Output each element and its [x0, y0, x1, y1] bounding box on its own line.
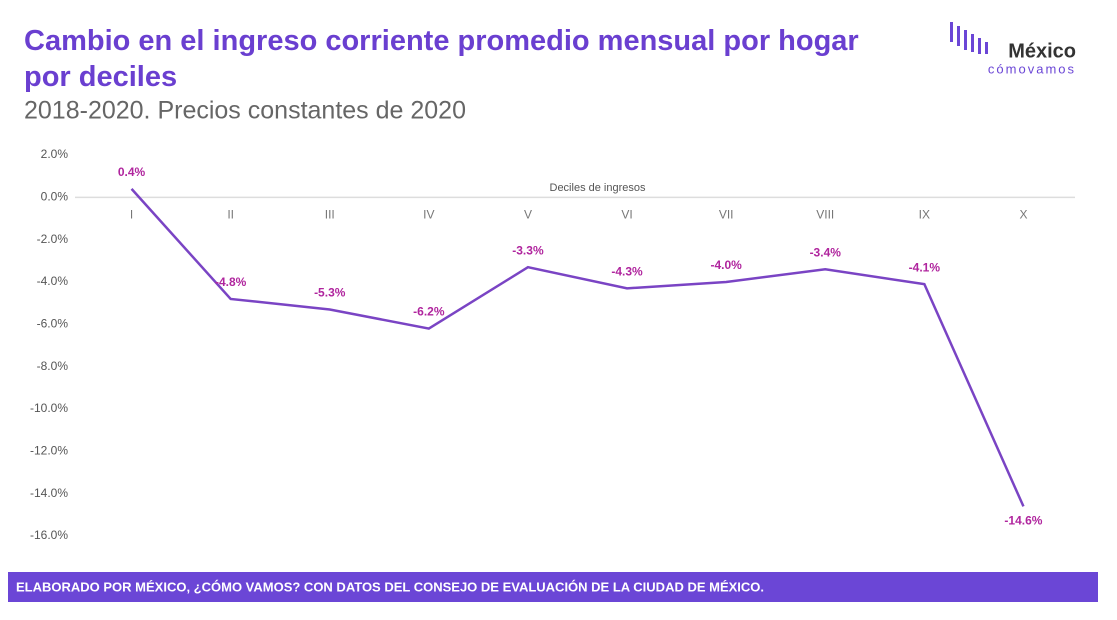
- x-tick-label: IV: [423, 208, 434, 222]
- x-tick-label: II: [227, 208, 234, 222]
- logo-bar: [957, 26, 960, 46]
- logo-bar: [950, 22, 953, 42]
- chart-subtitle: 2018-2020. Precios constantes de 2020: [24, 97, 466, 125]
- y-tick-label: -4.0%: [37, 274, 69, 288]
- x-tick-label: VIII: [816, 208, 834, 222]
- y-tick-label: -14.0%: [30, 486, 68, 500]
- x-tick-label: VII: [719, 208, 734, 222]
- y-tick-label: -12.0%: [30, 444, 68, 458]
- chart-title-text: Cambio en el ingreso corriente promedio …: [24, 25, 859, 57]
- y-tick-label: -10.0%: [30, 401, 68, 415]
- data-label: -4.8%: [215, 275, 247, 289]
- data-label: -3.4%: [810, 245, 842, 259]
- x-tick-label: I: [130, 208, 133, 222]
- y-tick-label: -8.0%: [37, 359, 69, 373]
- data-label: -14.6%: [1004, 514, 1042, 528]
- logo-bar: [964, 30, 967, 50]
- y-tick-label: 0.0%: [41, 190, 69, 204]
- chart-title-text: por deciles: [24, 61, 177, 93]
- logo-bar: [971, 34, 974, 52]
- x-axis-title: Deciles de ingresos: [550, 182, 646, 194]
- y-tick-label: -6.0%: [37, 317, 69, 331]
- logo: México cómovamos: [950, 22, 1076, 76]
- logo-tagline: cómovamos: [988, 61, 1076, 76]
- data-label: -4.3%: [611, 265, 643, 279]
- x-tick-label: IX: [919, 208, 930, 222]
- y-tick-label: -2.0%: [37, 232, 69, 246]
- logo-bar: [985, 42, 988, 54]
- data-label: -5.3%: [314, 286, 346, 300]
- data-label: 0.4%: [118, 165, 146, 179]
- footer-text: ELABORADO POR MÉXICO, ¿CÓMO VAMOS? CON D…: [16, 579, 764, 594]
- data-label: -3.3%: [512, 243, 544, 257]
- logo-bar: [978, 38, 981, 54]
- chart-title: Cambio en el ingreso corriente promedio …: [24, 25, 859, 93]
- data-label: -4.0%: [710, 258, 742, 272]
- x-tick-label: III: [325, 208, 335, 222]
- x-tick-label: V: [524, 208, 532, 222]
- footer-band: [8, 572, 1098, 602]
- data-label: -6.2%: [413, 305, 445, 319]
- data-line: [130, 188, 1025, 507]
- data-label: -4.1%: [909, 260, 941, 274]
- x-tick-label: X: [1019, 208, 1027, 222]
- x-tick-label: VI: [621, 208, 632, 222]
- y-tick-label: 2.0%: [41, 147, 69, 161]
- y-tick-label: -16.0%: [30, 528, 68, 542]
- logo-name: México: [1008, 40, 1076, 62]
